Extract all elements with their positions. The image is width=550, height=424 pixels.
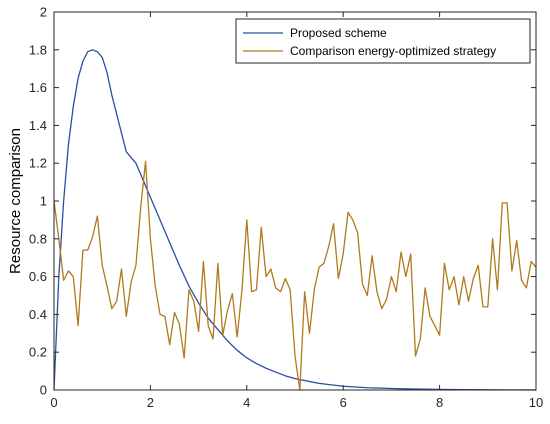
series-layer: [53, 49, 537, 391]
legend-label-comparison: Comparison energy-optimized strategy: [290, 44, 496, 58]
y-axis-label: Resource comparison: [7, 128, 24, 274]
legend-label-proposed: Proposed scheme: [290, 26, 387, 40]
plot-area: [54, 12, 536, 390]
y-tick-label: 1.6: [29, 80, 47, 95]
y-tick-label: 1.4: [29, 118, 47, 133]
y-tick-label: 1.2: [29, 156, 47, 171]
x-tick-label: 0: [50, 395, 57, 410]
legend-box: [235, 18, 531, 64]
x-tick-label: 10: [529, 395, 543, 410]
y-tick-label: 2: [40, 5, 47, 20]
y-tick-label: 1.8: [29, 42, 47, 57]
x-tick-label: 4: [243, 395, 250, 410]
y-tick-label: 0.8: [29, 231, 47, 246]
tick-layer: 0 2 4 6 8 10 0 0.2 0.4 0.6 0.8 1 1.2 1.4 1.6 1.8 2: [29, 5, 543, 411]
y-tick-label: 0.6: [29, 269, 47, 284]
x-tick-label: 6: [340, 395, 347, 410]
y-tick-label: 1: [40, 194, 47, 209]
y-tick-label: 0: [40, 383, 47, 398]
x-tick-label: 8: [436, 395, 443, 410]
legend: Proposed scheme Comparison energy-optimi…: [235, 18, 531, 64]
series-line-0: [53, 49, 537, 391]
y-tick-label: 0.4: [29, 307, 47, 322]
series-line-1: [53, 160, 537, 391]
x-tick-label: 2: [147, 395, 154, 410]
y-tick-label: 0.2: [29, 345, 47, 360]
